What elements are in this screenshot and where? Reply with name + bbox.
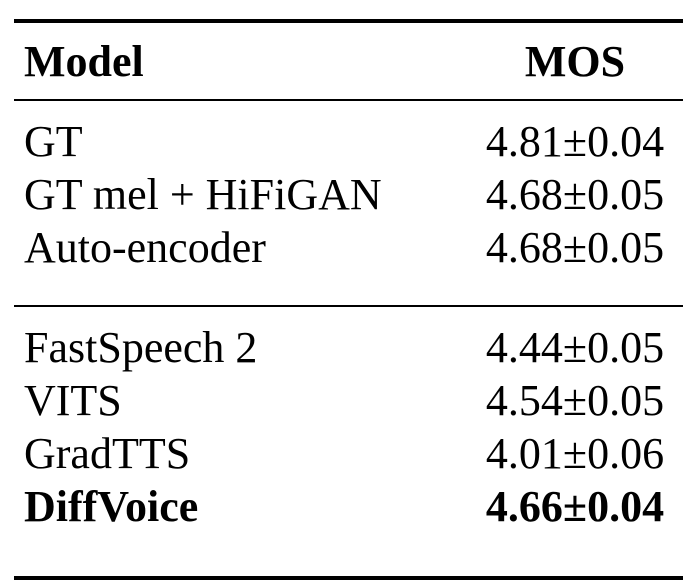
mos-cell: 4.81±0.04 <box>485 117 665 166</box>
mid-rule <box>14 305 683 307</box>
model-cell: GT mel + HiFiGAN <box>24 170 382 219</box>
mos-cell: 4.66±0.04 <box>485 482 665 531</box>
table-bottom-rule <box>14 576 683 580</box>
table-header-row: Model MOS <box>14 23 683 99</box>
header-rule <box>14 99 683 101</box>
table-section-reference-systems: GT 4.81±0.04 GT mel + HiFiGAN 4.68±0.05 Auto… <box>14 101 683 305</box>
mos-cell: 4.68±0.05 <box>485 170 665 219</box>
model-cell: VITS <box>24 376 122 425</box>
model-cell: GT <box>24 117 83 166</box>
table-top-rule <box>14 19 683 23</box>
model-cell: DiffVoice <box>24 482 199 531</box>
table-row: VITS 4.54±0.05 <box>14 374 683 427</box>
model-cell: GradTTS <box>24 429 191 478</box>
table-row: GT mel + HiFiGAN 4.68±0.05 <box>14 168 683 221</box>
table-row: Auto-encoder 4.68±0.05 <box>14 221 683 274</box>
mos-cell: 4.44±0.05 <box>485 323 665 372</box>
model-cell: FastSpeech 2 <box>24 323 258 372</box>
table-section-tts-systems: FastSpeech 2 4.44±0.05 VITS 4.54±0.05 GradTT… <box>14 307 683 576</box>
model-cell: Auto-encoder <box>24 223 266 272</box>
column-header-model: Model <box>24 36 144 86</box>
mos-cell: 4.54±0.05 <box>485 376 665 425</box>
mos-cell: 4.01±0.06 <box>485 429 665 478</box>
table-row: GradTTS 4.01±0.06 <box>14 427 683 480</box>
table-row: GT 4.81±0.04 <box>14 115 683 168</box>
mos-results-table: Model MOS GT 4.81±0.04 GT mel + HiFiGAN 4.6… <box>14 19 683 580</box>
mos-cell: 4.68±0.05 <box>485 223 665 272</box>
table-row: DiffVoice 4.66±0.04 <box>14 480 683 533</box>
table-row: FastSpeech 2 4.44±0.05 <box>14 321 683 374</box>
column-header-mos: MOS <box>524 36 626 86</box>
